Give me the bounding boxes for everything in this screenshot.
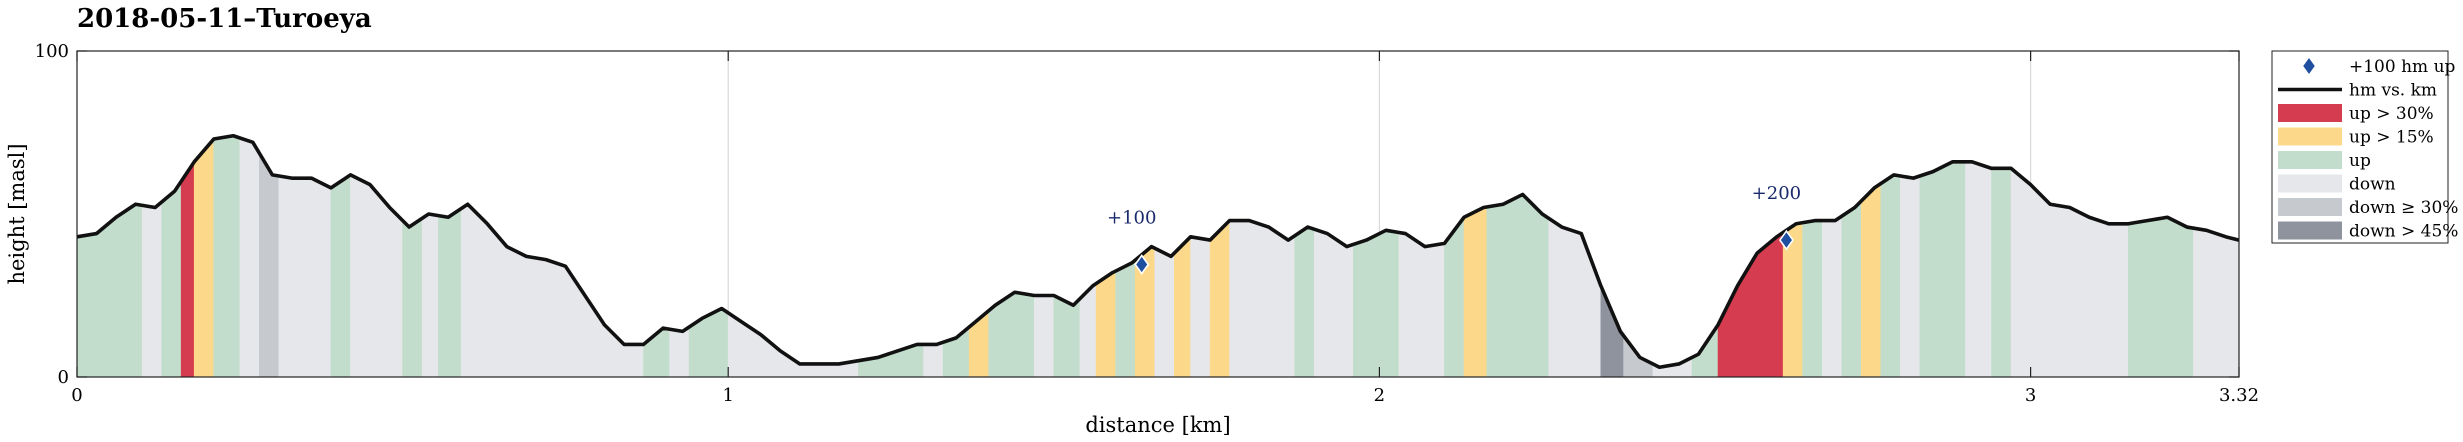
segment-up bbox=[1802, 220, 1823, 378]
segment-up bbox=[1919, 161, 1966, 378]
legend-label: down ≥ 30% bbox=[2349, 198, 2458, 218]
segment-down bbox=[239, 137, 260, 378]
segment-up15 bbox=[1463, 206, 1488, 378]
legend-label: up > 30% bbox=[2349, 104, 2434, 124]
segment-up15 bbox=[1095, 270, 1116, 378]
legend-label: down bbox=[2349, 175, 2396, 195]
profile-line-group bbox=[76, 133, 2240, 370]
legend-swatch-up30 bbox=[2278, 104, 2342, 122]
segment-down bbox=[923, 341, 944, 378]
legend-label: down > 45% bbox=[2349, 222, 2458, 242]
segment-down bbox=[1154, 247, 1175, 378]
y-axis: 0 100 bbox=[35, 41, 2239, 388]
segment-down bbox=[1229, 220, 1296, 378]
x-tick-label: 1 bbox=[722, 385, 733, 406]
segment-up bbox=[1486, 194, 1550, 378]
x-tick-label: 3 bbox=[2025, 385, 2036, 406]
plot-frame bbox=[76, 50, 2240, 378]
segment-up bbox=[402, 217, 423, 378]
y-tick-label: 100 bbox=[35, 41, 69, 62]
legend-label: hm vs. km bbox=[2349, 81, 2437, 101]
hm-marker bbox=[1778, 229, 1794, 251]
segment-up30 bbox=[180, 160, 195, 378]
segment-down bbox=[421, 213, 439, 378]
segment-down bbox=[1821, 215, 1843, 378]
segment-up15 bbox=[1861, 183, 1882, 378]
segment-up bbox=[1115, 259, 1136, 378]
segment-down bbox=[1190, 236, 1211, 378]
segment-down bbox=[1398, 232, 1445, 378]
segment-up bbox=[1991, 168, 2012, 378]
profile-line bbox=[76, 133, 2240, 370]
segment-down bbox=[2193, 227, 2214, 378]
legend-swatch-up bbox=[2278, 151, 2342, 169]
x-axis-label: distance [km] bbox=[1085, 413, 1230, 437]
segment-up bbox=[1880, 174, 1901, 378]
segment-up15 bbox=[1173, 236, 1191, 378]
segment-up bbox=[1353, 229, 1400, 378]
legend-label: +100 hm up bbox=[2349, 57, 2456, 77]
plot-area: +100 +200 bbox=[76, 50, 2240, 378]
segment-down bbox=[1313, 228, 1354, 378]
segment-up bbox=[1841, 200, 1862, 378]
x-tick-label: 2 bbox=[1374, 385, 1385, 406]
legend-swatch-down30 bbox=[2278, 198, 2342, 216]
x-tick-label: 0 bbox=[71, 385, 82, 406]
x-axis: 0 1 2 3 3.32 bbox=[71, 51, 2259, 406]
x-tick-label: 3.32 bbox=[2219, 385, 2259, 406]
segment-down bbox=[669, 326, 690, 378]
segment-up bbox=[161, 180, 182, 378]
segment-up bbox=[213, 135, 241, 378]
legend: +100 hm up hm vs. km up > 30% up > 15% up dow… bbox=[2271, 50, 2458, 244]
segment-up bbox=[330, 174, 351, 378]
hm-marker-label: +100 bbox=[1107, 208, 1156, 229]
hm-marker bbox=[1134, 254, 1150, 275]
legend-label: up bbox=[2349, 151, 2371, 171]
legend-swatch-down45 bbox=[2278, 221, 2342, 240]
segment-up bbox=[1053, 295, 1081, 378]
segment-up bbox=[2128, 216, 2194, 378]
legend-swatch-down bbox=[2278, 174, 2342, 193]
segment-down bbox=[1033, 295, 1055, 378]
hm-marker-label: +200 bbox=[1752, 183, 1801, 204]
legend-marker-icon bbox=[2301, 55, 2317, 77]
segment-up bbox=[438, 208, 462, 378]
segment-up15 bbox=[193, 138, 215, 378]
segment-down bbox=[141, 201, 162, 378]
segment-down bbox=[278, 175, 332, 378]
segment-down30 bbox=[259, 152, 280, 378]
legend-swatch-up15 bbox=[2278, 127, 2342, 146]
legend-label: up > 15% bbox=[2349, 128, 2434, 148]
segment-down bbox=[2212, 232, 2240, 378]
chart-title: 2018-05-11–Turoeya bbox=[77, 4, 372, 34]
segment-down bbox=[1900, 175, 1921, 378]
y-tick-label: 0 bbox=[58, 367, 69, 388]
y-axis-label: height [masl] bbox=[5, 143, 29, 284]
segment-up bbox=[1294, 226, 1315, 378]
segment-up15 bbox=[1209, 219, 1230, 378]
segment-down bbox=[1965, 161, 1992, 378]
markers-group: +100 +200 bbox=[1107, 183, 1801, 275]
